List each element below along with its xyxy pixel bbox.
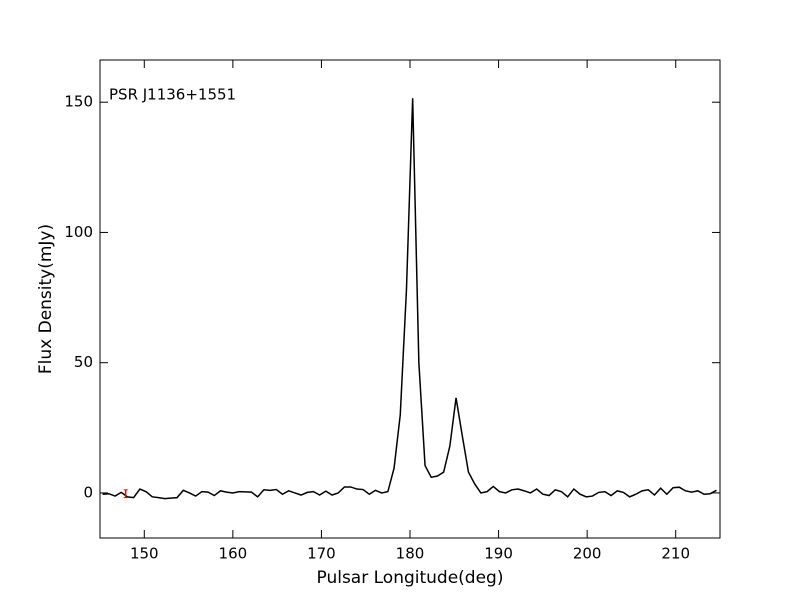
x-tick-label: 190 (484, 545, 513, 563)
x-tick-label: 200 (573, 545, 602, 563)
y-tick-label: 0 (83, 483, 93, 501)
x-tick-label: 160 (219, 545, 248, 563)
x-tick-label: 170 (307, 545, 336, 563)
y-tick-label: 50 (74, 353, 93, 371)
x-axis-label: Pulsar Longitude(deg) (317, 568, 504, 588)
x-tick-label: 150 (130, 545, 159, 563)
plot-frame (99, 59, 721, 539)
y-axis-label: Flux Density(mJy) (36, 224, 56, 374)
data-line (102, 98, 717, 500)
annotation: PSR J1136+1551 (109, 86, 236, 104)
y-tick-label: 100 (64, 223, 93, 241)
x-tick-label: 180 (396, 545, 425, 563)
y-tick-label: 150 (64, 93, 93, 111)
x-tick-label: 210 (661, 545, 690, 563)
